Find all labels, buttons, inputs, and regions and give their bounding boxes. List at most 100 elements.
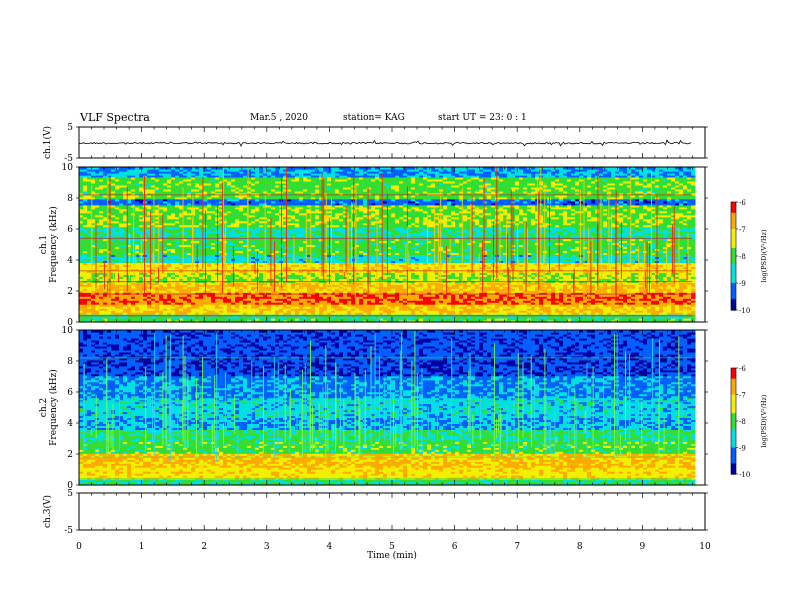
ch1-cell	[119, 310, 124, 313]
ch1-cell	[667, 302, 672, 305]
ch1-cell	[227, 284, 232, 287]
ch1-cell	[243, 278, 248, 281]
ch1-cell	[103, 302, 108, 305]
ch1-cell	[479, 310, 484, 313]
ch1-cell	[283, 310, 288, 313]
ch1-cell	[123, 316, 128, 319]
ch1-cell	[435, 316, 440, 319]
ch1-cell	[267, 294, 272, 297]
ch1-cell	[91, 296, 96, 299]
ch1-cell	[627, 308, 632, 311]
ch1-cell	[499, 288, 504, 291]
ch1-cell	[115, 312, 120, 315]
ch1-cell	[387, 304, 392, 307]
ch1-cell	[579, 298, 584, 301]
ch1-cell	[459, 298, 464, 301]
ch1-cell	[403, 290, 408, 293]
ch1-cell	[399, 308, 404, 311]
ch1-cell	[355, 286, 360, 289]
ch1-cell	[351, 296, 356, 299]
ch1-cell	[431, 288, 436, 291]
ch1-cell	[591, 288, 596, 291]
ch1-cell	[659, 292, 664, 295]
ch1-cell	[635, 304, 640, 307]
ch1-cell	[511, 318, 516, 321]
ch1-cell	[147, 288, 152, 291]
ch1-cell	[319, 298, 324, 301]
ch1-cell	[303, 284, 308, 287]
ch1-cell	[219, 282, 224, 285]
ch1-cell	[491, 316, 496, 319]
ch1-cell	[159, 308, 164, 311]
ch1-cell	[163, 310, 168, 313]
ch1-cell	[643, 318, 648, 321]
ch1-cell	[615, 282, 620, 285]
ch1-cell	[207, 290, 212, 293]
ch1-cell	[159, 290, 164, 293]
ch1-cell	[283, 318, 288, 321]
ch1-cell	[131, 302, 136, 305]
ch1-cell	[287, 296, 292, 299]
ch1-cell	[243, 318, 248, 321]
ch1-cell	[307, 296, 312, 299]
ch1-cell	[551, 294, 556, 297]
ch1-cell	[423, 302, 428, 305]
ch1-cell	[363, 312, 368, 315]
ch1-cell	[163, 306, 168, 309]
ch1-cell	[359, 310, 364, 313]
ch1-cell	[471, 292, 476, 295]
ch1-cell	[415, 318, 420, 321]
ch1-cell	[631, 302, 636, 305]
ch1-cell	[655, 318, 660, 321]
ch1-cell	[483, 294, 488, 297]
ch1-cell	[267, 318, 272, 321]
ch1-cell	[243, 316, 248, 319]
ch1-cell	[303, 320, 308, 323]
ch1-cell	[83, 304, 88, 307]
ch1-cell	[483, 278, 488, 281]
ch1-cell	[123, 278, 128, 281]
ch1-cell	[211, 292, 216, 295]
ch1-cell	[451, 296, 456, 299]
ch1-cell	[575, 302, 580, 305]
ch1-cell	[335, 308, 340, 311]
ch1-cell	[627, 306, 632, 309]
ch1-cell	[487, 292, 492, 295]
ch1-cell	[439, 296, 444, 299]
ch1-cell	[259, 284, 264, 287]
ch1-cell	[187, 300, 192, 303]
ch1-cell	[423, 306, 428, 309]
ch1-cell	[379, 286, 384, 289]
ch1-cell	[183, 286, 188, 289]
ch1-cell	[623, 288, 628, 291]
ch1-cell	[539, 298, 544, 301]
ch1-cell	[419, 308, 424, 311]
ch1-cell	[227, 300, 232, 303]
ch1-cell	[107, 294, 112, 297]
ch1-cell	[491, 312, 496, 315]
ch1-cell	[199, 310, 204, 313]
ch1-cell	[103, 312, 108, 315]
ch1-cell	[355, 298, 360, 301]
ch1-cell	[515, 294, 520, 297]
ch1-cell	[371, 318, 376, 321]
ch1-cell	[427, 288, 432, 291]
ch1-cell	[287, 302, 292, 305]
ch1-cell	[667, 300, 672, 303]
ch1-cell	[275, 284, 280, 287]
ch1-cell	[515, 306, 520, 309]
ch1-cell	[203, 318, 208, 321]
ch1-cell	[639, 310, 644, 313]
ch1-cell	[359, 320, 364, 323]
ch1-cell	[139, 296, 144, 299]
ch1-cell	[619, 302, 624, 305]
ch1-cell	[247, 306, 252, 309]
ch1-cell	[107, 296, 112, 299]
ch1-cell	[231, 288, 236, 291]
ch1-cell	[315, 298, 320, 301]
ch1-cell	[507, 316, 512, 319]
ch1-cell	[603, 278, 608, 281]
ch1-cell	[311, 282, 316, 285]
ch1-cell	[87, 304, 92, 307]
ch1-cell	[267, 312, 272, 315]
